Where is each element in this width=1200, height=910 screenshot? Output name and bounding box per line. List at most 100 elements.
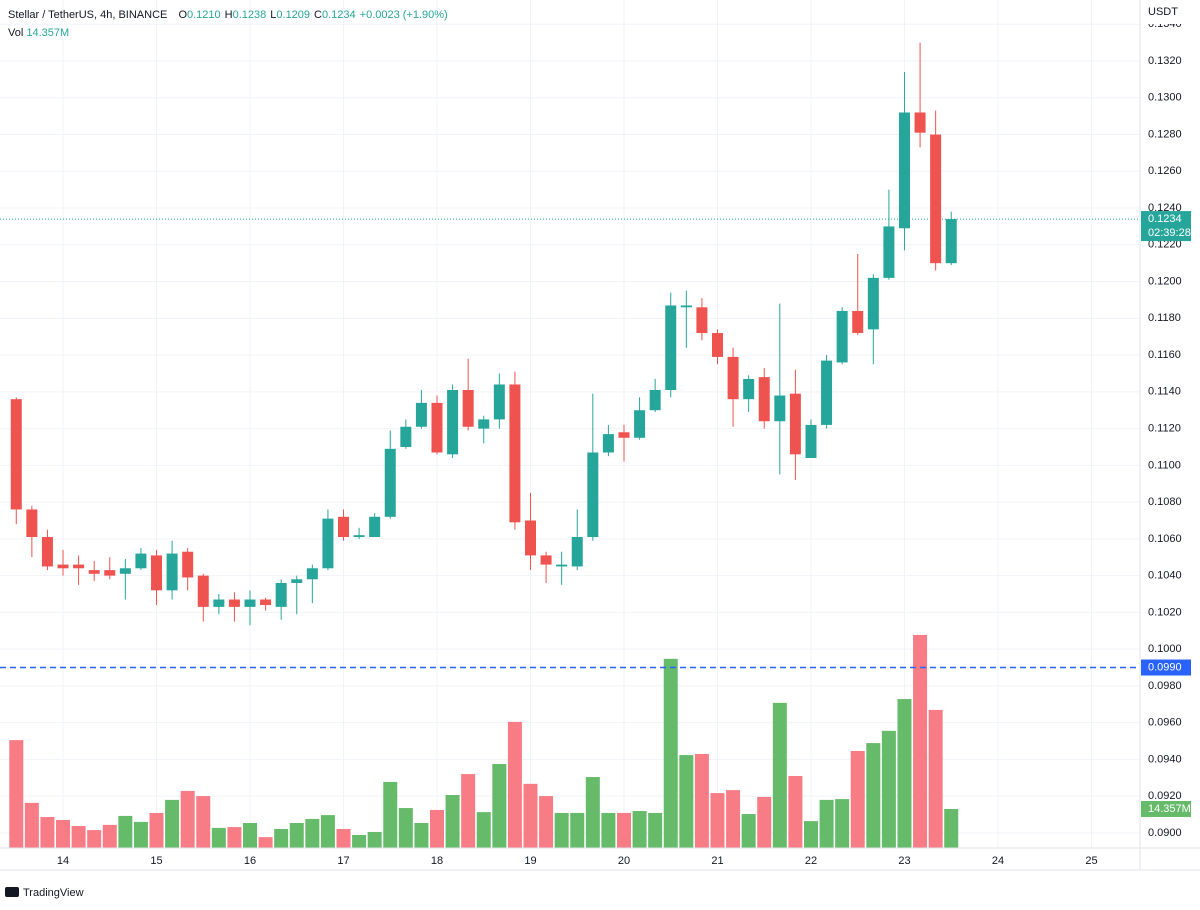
y-tick-label: 0.1240 <box>1148 202 1182 214</box>
y-tick-label: 0.1000 <box>1148 643 1182 655</box>
candle-body <box>493 384 505 420</box>
volume-bar <box>679 755 694 848</box>
y-tick-label: 0.0980 <box>1148 680 1182 692</box>
candle-body <box>696 307 708 334</box>
volume-bar <box>788 775 803 848</box>
volume-bar <box>928 709 943 848</box>
volume-bar <box>601 812 616 848</box>
ohlc-row: Stellar / TetherUS, 4h, BINANCE O0.1210 H… <box>8 6 452 24</box>
x-tick-label: 23 <box>898 855 910 867</box>
x-tick-label: 18 <box>431 855 443 867</box>
volume-bar <box>757 796 772 848</box>
candle-body <box>758 377 770 422</box>
volume-bar <box>461 774 476 848</box>
y-tick-label: 0.0960 <box>1148 717 1182 729</box>
candle-body <box>898 112 910 229</box>
candle-body <box>415 402 427 427</box>
volume-bar <box>585 777 600 848</box>
x-tick-label: 22 <box>805 855 817 867</box>
volume-bar <box>320 815 335 848</box>
candle-body <box>369 516 381 538</box>
candle-body <box>73 564 85 569</box>
volume-bar <box>881 730 896 848</box>
y-tick-label: 0.1120 <box>1148 423 1181 435</box>
candle-body <box>228 599 240 607</box>
volume-bar <box>726 790 741 848</box>
volume-bar <box>71 825 86 848</box>
volume-bar <box>227 827 242 848</box>
candle-body <box>602 434 614 453</box>
y-tick-label: 0.1160 <box>1148 349 1181 361</box>
volume-bar <box>367 831 382 848</box>
candle-body <box>587 452 599 538</box>
candle-body <box>213 599 225 607</box>
volume-bar <box>383 781 398 848</box>
volume-bar <box>835 799 850 848</box>
volume-title: Vol <box>8 27 24 39</box>
candle-body <box>556 564 568 567</box>
candle-body <box>400 426 412 447</box>
volume-bar <box>414 822 429 848</box>
x-tick-label: 24 <box>992 855 1004 867</box>
y-tick-label: 0.1180 <box>1148 312 1181 324</box>
alert-label: 0.0990 <box>1148 661 1182 673</box>
volume-bar <box>196 796 211 848</box>
volume-bar <box>710 793 725 848</box>
candle-body <box>665 305 677 390</box>
candle-body <box>930 134 942 264</box>
candle-body <box>26 509 38 538</box>
volume-bar <box>336 828 351 848</box>
candle-body <box>306 568 318 580</box>
volume-bar <box>133 821 148 848</box>
ohlc-value: 0.1209 <box>276 9 311 21</box>
candle-body <box>260 599 272 606</box>
volume-bar <box>539 796 554 848</box>
volume-bar <box>398 808 413 848</box>
ohlc-key: O <box>178 9 187 21</box>
volume-bar <box>56 820 71 848</box>
y-tick-label: 0.1040 <box>1148 570 1182 582</box>
volume-bar <box>118 815 133 848</box>
x-tick-label: 19 <box>524 855 536 867</box>
candle-body <box>166 553 178 591</box>
candle-body <box>649 389 661 411</box>
volume-bar <box>102 824 117 848</box>
candle-body <box>883 226 895 278</box>
volume-bar <box>180 790 195 848</box>
y-tick-label: 0.1020 <box>1148 606 1182 618</box>
y-tick-label: 0.1220 <box>1148 239 1182 251</box>
volume-bar <box>274 828 289 848</box>
volume-row: Vol 14.357M <box>8 24 452 42</box>
volume-bar <box>9 740 24 848</box>
candle-body <box>57 564 69 569</box>
y-tick-label: 0.1320 <box>1148 55 1182 67</box>
candle-body <box>384 448 396 517</box>
brand-name: TradingView <box>23 887 84 899</box>
y-tick-label: 0.1260 <box>1148 165 1182 177</box>
y-tick-label: 0.1080 <box>1148 496 1182 508</box>
volume-bar <box>803 821 818 848</box>
volume-bar <box>523 783 538 848</box>
y-tick-label: 0.1280 <box>1148 128 1182 140</box>
volume-bar <box>492 764 507 848</box>
y-tick-label: 0.0920 <box>1148 790 1182 802</box>
alert-badge <box>1141 659 1191 676</box>
candle-body <box>836 310 848 363</box>
legend-header: Stellar / TetherUS, 4h, BINANCE O0.1210 H… <box>8 6 452 42</box>
candle-body <box>244 599 256 607</box>
candle-body <box>509 384 521 523</box>
candle-body <box>353 535 365 538</box>
volume-bar <box>305 818 320 848</box>
volume-bar <box>430 809 445 848</box>
y-tick-label: 0.0940 <box>1148 753 1182 765</box>
ohlc-value: 0.1238 <box>232 9 267 21</box>
candle-body <box>805 424 817 459</box>
candle-body <box>431 402 443 453</box>
volume-bar <box>866 743 881 848</box>
y-tick-label: 0.1100 <box>1148 459 1181 471</box>
ohlc-key: H <box>224 9 233 21</box>
x-tick-label: 20 <box>618 855 630 867</box>
volume-bar <box>616 812 631 848</box>
